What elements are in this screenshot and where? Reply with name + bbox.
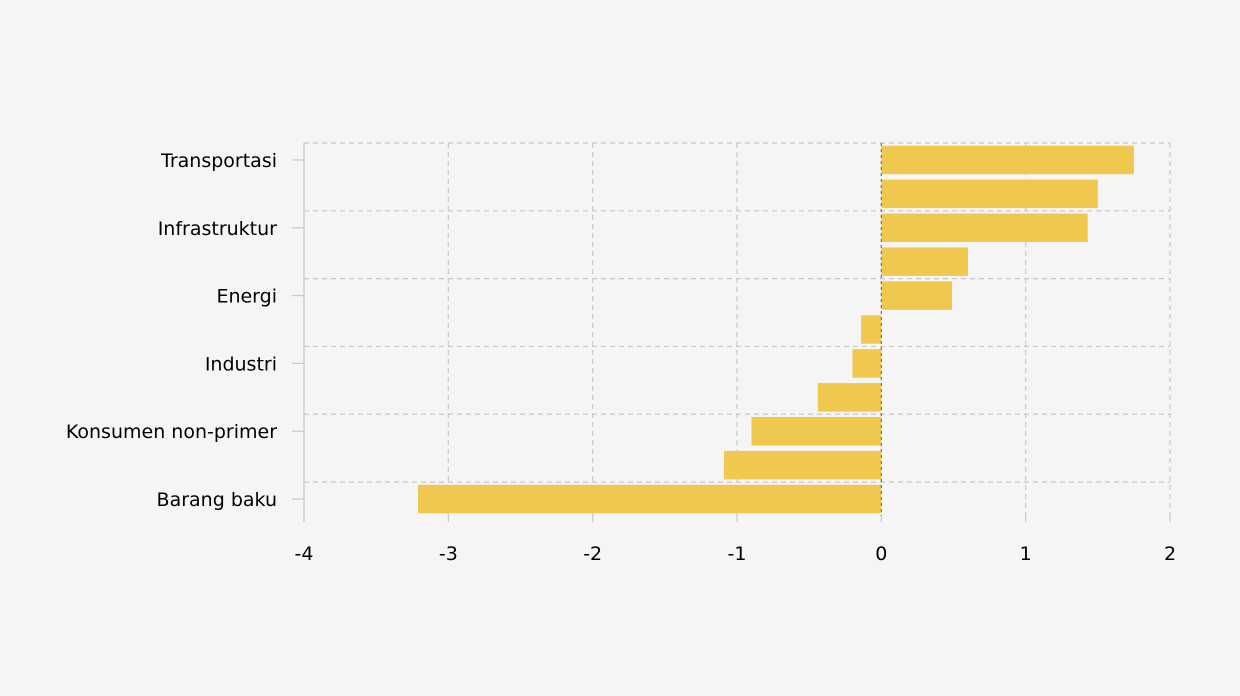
bar	[861, 315, 882, 344]
y-tick-label: Industri	[205, 353, 277, 375]
x-tick-label: -4	[295, 543, 314, 565]
bar	[881, 179, 1098, 209]
bar	[881, 281, 953, 310]
x-tick-label: -2	[583, 543, 602, 565]
x-tick-label: -3	[439, 543, 458, 565]
x-tick-label: 1	[1020, 543, 1032, 565]
bar-layer	[418, 145, 1134, 514]
y-tick-label: Konsumen non-primer	[66, 421, 277, 443]
x-tick-label: -1	[728, 543, 747, 565]
y-tick-label: Barang baku	[157, 489, 277, 511]
bar	[418, 484, 882, 514]
bar	[751, 416, 882, 446]
bar	[881, 213, 1088, 243]
bar	[881, 145, 1134, 175]
label-layer: -4 -3 -2 -1 0 1 2 Transportasi Infrastruktur Ener…	[66, 150, 1176, 565]
x-tick-label: 2	[1164, 543, 1176, 565]
bar	[852, 349, 882, 378]
axis-layer	[292, 143, 1171, 522]
bar	[817, 383, 882, 412]
x-tick-label: 0	[875, 543, 887, 565]
y-tick-label: Transportasi	[160, 150, 277, 172]
bar	[724, 450, 882, 480]
bar	[881, 247, 968, 276]
y-tick-label: Energi	[216, 286, 277, 308]
y-tick-label: Infrastruktur	[158, 218, 277, 240]
